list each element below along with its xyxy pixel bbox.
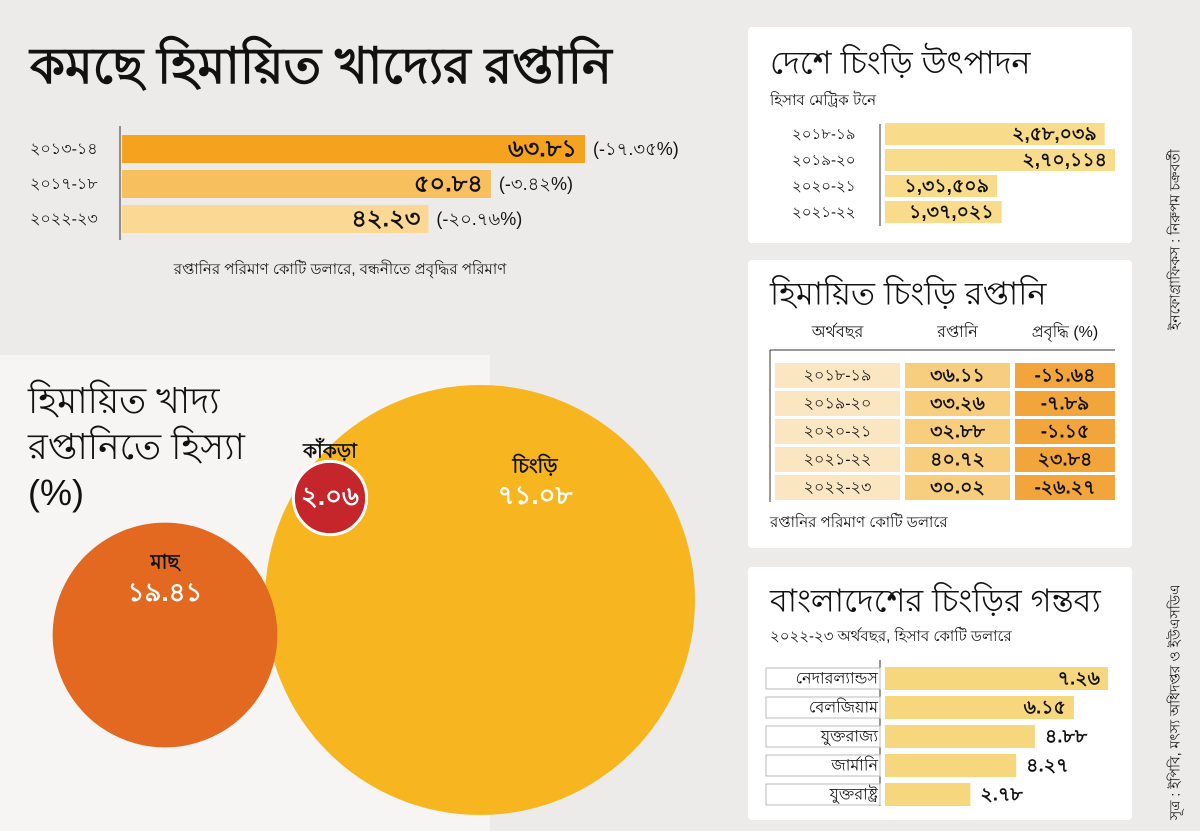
bubble-value: ৭১.০৮ (498, 480, 574, 510)
bubble-name: মাছ (149, 551, 181, 573)
cell-value: ৩৩.২৬ (930, 394, 985, 415)
value-label: ৪২.২৩ (351, 205, 420, 232)
bubble-name: চিংড়ি (511, 453, 558, 477)
subtitle: ২০২২-২৩ অর্থবছর, হিসাব কোটি ডলারে (770, 627, 1013, 645)
value-label: ১,৩৭,০২১ (909, 202, 994, 223)
source: সূত্র : ইপিবি, মৎস্য অধিদপ্তর ও ইউএসডিএ (1167, 584, 1184, 821)
bubble-value: ২.০৬ (301, 481, 359, 511)
value-label: ২.৭৮ (980, 785, 1023, 806)
bar (885, 175, 997, 197)
label-box (765, 754, 881, 777)
value-label: ১,৩১,৫০৯ (904, 176, 989, 197)
category-label: ২০১৮-১৯ (792, 126, 855, 143)
value-label: ৪.২৭ (1026, 756, 1068, 777)
bubble-name: কাঁকড়া (302, 437, 358, 462)
cell-value: ৩৬.১১ (930, 366, 985, 387)
value-label: ২,৭০,১১৪ (1022, 150, 1107, 171)
subtitle: হিসাব মেট্রিক টনে (769, 91, 877, 109)
label-box (765, 696, 881, 719)
row-label: ২০২০-২১ (804, 424, 872, 441)
main-title: কমছে হিমায়িত খাদ্যের রপ্তানি (28, 36, 614, 94)
value-label: ৬.১৫ (1024, 698, 1066, 719)
credit: ইনফোগ্রাফিকস : নিরুপম চক্রবর্তী (1167, 148, 1183, 331)
cell (905, 363, 1010, 388)
bubble (291, 459, 369, 537)
growth-label: (-১৭.৩৫%) (593, 139, 679, 159)
cell (1015, 475, 1115, 500)
value-label: ৭.২৬ (1058, 669, 1101, 690)
bubble (52, 522, 278, 748)
growth-label: (-৩.৪২%) (499, 174, 573, 194)
bar (885, 667, 1108, 690)
bar (122, 170, 491, 198)
cell (905, 447, 1010, 472)
category-label: যুক্তরাজ্য (820, 729, 879, 746)
column-header: প্রবৃদ্ধি (%) (1032, 322, 1099, 342)
bar (885, 123, 1105, 145)
category-label: ২০২১-২২ (792, 204, 856, 221)
cell (1015, 447, 1115, 472)
bar (885, 783, 971, 806)
category-label: যুক্তরাষ্ট্র (829, 785, 879, 804)
cell-value: -২৬.২৭ (1034, 478, 1095, 499)
bubble-value: ১৯.৪১ (128, 577, 203, 607)
column-header: অর্থবছর (811, 322, 865, 341)
category-label: ২০১৯-২০ (792, 152, 855, 169)
label-box (765, 667, 881, 690)
category-label: জার্মানি (830, 756, 878, 775)
bar (122, 205, 429, 233)
category-label: ২০১৩-১৪ (30, 141, 98, 158)
bubble (265, 385, 695, 815)
category-label: ২০২০-২১ (792, 178, 856, 195)
cell (905, 391, 1010, 416)
value-label: ৫০.৮৪ (414, 170, 483, 197)
cell-value: -১.১৫ (1041, 422, 1090, 443)
cell (905, 419, 1010, 444)
cell (1015, 391, 1115, 416)
bar (885, 754, 1017, 777)
row-label: ২০১৯-২০ (804, 396, 872, 413)
label-box (765, 783, 881, 806)
bar (122, 135, 585, 163)
chart-title: হিমায়িত চিংড়ি রপ্তানি (769, 274, 1047, 311)
cell-value: -৭.৮৯ (1041, 394, 1090, 415)
bar (885, 725, 1035, 748)
cell (775, 419, 900, 444)
cell (775, 363, 900, 388)
cell (905, 475, 1010, 500)
cell-value: ৩২.৮৮ (930, 422, 985, 443)
value-label: ৪.৮৮ (1045, 727, 1088, 748)
category-label: নেদারল্যান্ডস (796, 671, 879, 688)
cell (775, 447, 900, 472)
category-label: বেলজিয়াম (809, 698, 879, 717)
chart-title: দেশে চিংড়ি উৎপাদন (770, 42, 1031, 80)
bubble-title: হিমায়িত খাদ্য রপ্তানিতে হিস্যা (%) (28, 380, 245, 513)
category-label: ২০১৭-১৮ (30, 176, 98, 193)
category-label: ২০২২-২৩ (30, 211, 98, 228)
value-label: ৬৩.৮১ (508, 135, 577, 162)
value-label: ২,৫৮,০৩৯ (1012, 124, 1097, 145)
row-label: ২০২২-২৩ (804, 480, 872, 497)
chart-title: বাংলাদেশের চিংড়ির গন্তব্য (769, 581, 1101, 618)
cell-value: -১১.৬৪ (1035, 366, 1096, 387)
growth-label: (-২০.৭৬%) (436, 209, 522, 229)
row-label: ২০১৮-১৯ (804, 368, 872, 385)
bar (885, 696, 1074, 719)
cell (775, 475, 900, 500)
column-header: রপ্তানি (936, 322, 978, 341)
cell (1015, 419, 1115, 444)
bar (885, 149, 1115, 171)
cell-value: ৪০.৭২ (930, 450, 985, 471)
label-box (765, 725, 881, 748)
cell-value: ৩০.০২ (930, 478, 985, 499)
cell (775, 391, 900, 416)
cell (1015, 363, 1115, 388)
row-label: ২০২১-২২ (804, 452, 872, 469)
cell-value: ২৩.৮৪ (1038, 450, 1093, 471)
note: রপ্তানির পরিমাণ কোটি ডলারে (769, 513, 948, 531)
note: রপ্তানির পরিমাণ কোটি ডলারে, বন্ধনীতে প্র… (173, 260, 508, 279)
bar (885, 201, 1002, 223)
